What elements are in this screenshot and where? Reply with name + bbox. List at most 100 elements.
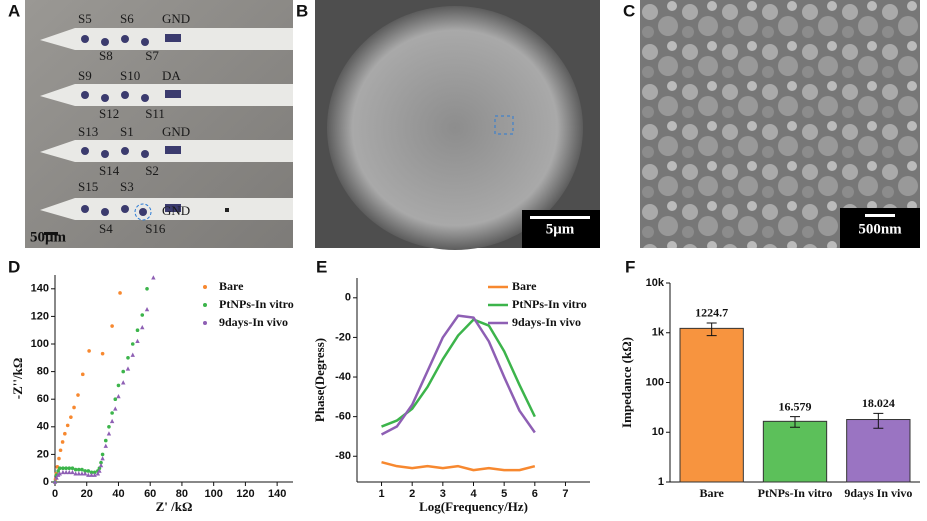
panel-letter: C	[623, 1, 635, 20]
point	[57, 471, 62, 476]
point	[121, 369, 126, 374]
point	[135, 338, 140, 344]
legend-label: PtNPs-In vitro	[512, 297, 587, 311]
x-axis-label: Z' /kΩ	[156, 499, 193, 514]
point	[63, 431, 67, 436]
electrode-label: S12	[99, 106, 119, 121]
point	[89, 472, 94, 477]
point	[83, 469, 87, 473]
legend-label: Bare	[512, 279, 537, 293]
legend-label: Bare	[219, 279, 244, 293]
legend-swatch	[203, 285, 207, 289]
y-tick-label: 120	[31, 310, 49, 322]
line	[381, 460, 536, 472]
y-tick-label: -80	[335, 450, 351, 462]
point	[92, 470, 97, 475]
point	[116, 393, 121, 399]
electrode-label: S2	[145, 163, 159, 178]
bar	[679, 327, 744, 483]
x-tick-label: 4	[470, 488, 477, 500]
electrode-label: S10	[120, 68, 140, 83]
electrode-label: S7	[145, 48, 159, 63]
point	[60, 440, 65, 444]
point	[110, 324, 114, 328]
x-tick-label: 20	[81, 488, 93, 500]
panel-letter: D	[8, 257, 20, 276]
electrode-label: S1	[120, 124, 134, 139]
y-tick-label: 1	[658, 476, 664, 488]
line	[380, 314, 536, 436]
point	[60, 469, 66, 475]
point	[100, 456, 105, 461]
y-tick-label: 80	[37, 366, 49, 378]
electrode-label: S9	[78, 68, 92, 83]
point	[103, 438, 108, 443]
y-tick-label: 10	[652, 426, 664, 438]
point	[109, 418, 115, 424]
point	[73, 471, 78, 476]
electrode-label: S15	[78, 179, 98, 194]
point	[70, 466, 75, 471]
electrode-label: S3	[120, 179, 134, 194]
point	[135, 328, 140, 333]
electrode-label: S13	[78, 124, 98, 139]
x-tick-label: 0	[52, 488, 58, 500]
point	[140, 324, 145, 330]
panel-letter: B	[296, 1, 308, 20]
electrode-label: S6	[120, 11, 134, 26]
point	[140, 313, 145, 317]
x-tick-label: 5	[501, 488, 507, 500]
electrode-label: S4	[99, 221, 113, 236]
point	[100, 452, 105, 457]
point	[113, 397, 118, 402]
point	[57, 466, 62, 471]
electrode-label: GND	[162, 11, 190, 26]
point	[100, 351, 105, 356]
electrode-label: S8	[99, 48, 113, 63]
point	[82, 471, 88, 476]
point	[125, 366, 131, 371]
point	[69, 415, 73, 419]
line	[381, 318, 536, 428]
panel-letter: A	[8, 1, 20, 20]
y-axis-label: Impedance (kΩ)	[619, 337, 634, 428]
bar	[762, 420, 828, 483]
electrode-label: DA	[162, 68, 181, 83]
bar	[846, 419, 911, 483]
error-bar	[790, 416, 800, 428]
legend-swatch	[203, 321, 207, 325]
point	[65, 423, 70, 428]
point	[113, 406, 118, 411]
value-label: 16.579	[779, 399, 812, 413]
point	[73, 467, 78, 472]
electrode-label: GND	[162, 124, 190, 139]
error-bar	[706, 322, 717, 337]
point	[97, 466, 102, 471]
panel-letter: E	[316, 257, 327, 276]
x-tick-label: 7	[562, 488, 568, 500]
x-tick-label: 9days In vivo	[844, 486, 912, 500]
point	[95, 471, 101, 476]
point	[58, 448, 63, 453]
y-tick-label: 40	[37, 421, 49, 433]
electrode-label: S11	[145, 106, 165, 121]
y-tick-label: -20	[335, 331, 351, 343]
point	[86, 469, 91, 473]
x-tick-label: 40	[112, 488, 124, 500]
legend-swatch	[203, 303, 207, 307]
point	[103, 443, 108, 448]
electrode-label: S5	[78, 11, 92, 26]
scale-bar-label: 500nm	[858, 221, 902, 237]
point	[110, 411, 114, 415]
point	[70, 469, 75, 475]
panel-b-image	[315, 0, 600, 250]
x-tick-label: 100	[204, 488, 222, 500]
point	[126, 356, 130, 360]
y-tick-label: 0	[345, 292, 351, 304]
y-tick-label: 1k	[652, 327, 665, 339]
x-tick-label: PtNPs-In vitro	[758, 486, 833, 500]
point	[64, 466, 68, 471]
y-tick-label: 60	[37, 393, 49, 405]
point	[77, 467, 81, 472]
point	[130, 352, 135, 357]
